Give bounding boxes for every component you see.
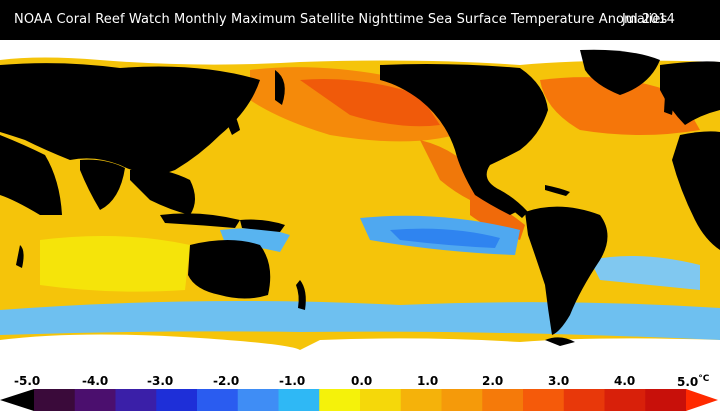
legend-tick: -5.0 <box>14 374 41 388</box>
colorbar-cell <box>197 389 239 411</box>
legend-tick: 4.0 <box>614 374 636 388</box>
colorbar-cell <box>441 389 483 411</box>
legend-tick: 2.0 <box>482 374 504 388</box>
kamchatka <box>275 70 285 105</box>
uk <box>664 95 673 115</box>
antarctica <box>0 334 720 370</box>
colorbar-cell <box>645 389 687 411</box>
colorbar-cell <box>604 389 646 411</box>
legend-tick: 3.0 <box>548 374 570 388</box>
madagascar <box>16 245 24 268</box>
legend-tick-max-value: 5.0 <box>677 375 699 389</box>
legend-tick: 0.0 <box>351 374 373 388</box>
colorbar-max-arrow <box>686 389 718 411</box>
warm-east-pacific <box>470 190 525 240</box>
australia <box>188 240 271 299</box>
map-date: Jul 2014 <box>622 12 675 27</box>
colorbar-cell <box>34 389 76 411</box>
sst-anomaly-map <box>0 40 720 370</box>
new-guinea <box>240 219 285 232</box>
colorbar-cell <box>74 389 116 411</box>
cool-coral-sea <box>220 228 290 252</box>
colorbar-min-arrow <box>0 389 34 411</box>
neutral-indian-ocean <box>40 236 190 292</box>
south-america <box>525 206 608 335</box>
india <box>80 159 125 210</box>
colorbar-cell <box>400 389 442 411</box>
colorbar <box>0 389 718 411</box>
indonesia <box>160 213 240 228</box>
legend-tick: -2.0 <box>213 374 240 388</box>
colorbar-cell <box>563 389 605 411</box>
north-america <box>380 64 548 215</box>
legend-tick-max: 5.0°C <box>677 374 709 389</box>
colorbar-cells <box>34 389 687 411</box>
southeast-asia <box>130 168 195 215</box>
colorbar-cell <box>156 389 198 411</box>
japan <box>222 100 240 135</box>
greenland <box>580 49 660 95</box>
europe <box>660 61 720 125</box>
legend-tick: 1.0 <box>417 374 439 388</box>
legend-tick: -1.0 <box>279 374 306 388</box>
title-bar: NOAA Coral Reef Watch Monthly Maximum Sa… <box>0 0 720 40</box>
cold-south-pacific <box>390 228 500 248</box>
legend-tick: -4.0 <box>82 374 109 388</box>
colorbar-cell <box>360 389 402 411</box>
legend-tick: -3.0 <box>147 374 174 388</box>
colorbar-cell <box>278 389 320 411</box>
hot-north-pacific <box>300 79 440 127</box>
africa-asia-east <box>0 135 62 215</box>
colorbar-cell <box>319 389 361 411</box>
antarctica-black-rim <box>545 337 575 346</box>
cool-south-atlantic <box>590 256 700 290</box>
cool-southern-ocean <box>0 301 720 340</box>
central-america <box>500 190 528 218</box>
warm-north-atlantic <box>540 77 700 135</box>
colorbar-cell <box>115 389 157 411</box>
map-title: NOAA Coral Reef Watch Monthly Maximum Sa… <box>14 12 668 27</box>
africa-west <box>672 131 720 250</box>
colorbar-cell <box>237 389 279 411</box>
new-zealand <box>296 280 306 310</box>
eurasia-west <box>0 63 260 175</box>
legend-unit: °C <box>698 374 710 384</box>
colorbar-cell <box>482 389 524 411</box>
colorbar-cell <box>523 389 565 411</box>
arctic-ice <box>0 40 720 65</box>
caribbean <box>545 185 570 196</box>
